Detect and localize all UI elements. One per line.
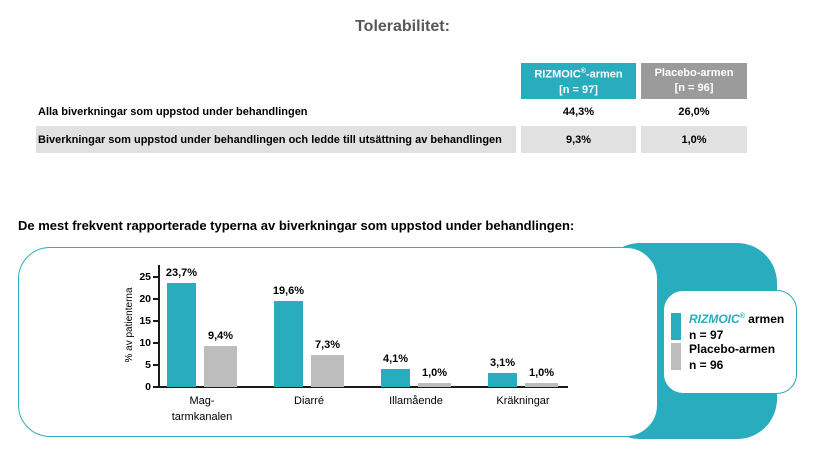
legend-label-rizmoic: RIZMOIC® armen [689, 312, 785, 326]
bar-value-label: 1,0% [421, 366, 448, 379]
y-axis-tick-label: 5 [145, 359, 151, 371]
legend-swatch-placebo [671, 343, 681, 370]
y-axis-tick [153, 342, 158, 344]
bar-rizmoic-2 [381, 368, 410, 387]
registered-trademark-icon: ® [739, 313, 745, 320]
bar-value-label: 1,0% [528, 366, 555, 379]
legend-label-placebo: Placebo-armen [689, 342, 776, 356]
table-header-placebo: Placebo-armen [n = 96] [641, 63, 747, 99]
bar-value-label: 23,7% [165, 266, 198, 279]
bar-value-label: 7,3% [314, 338, 341, 351]
header-rizmoic-n: [n = 97] [559, 83, 598, 96]
table-value-rizmoic-row1: 44,3% [562, 105, 595, 118]
table-row-label-all-adverse-events: Alla biverkningar som uppstod under beha… [38, 105, 308, 118]
legend-swatch-rizmoic [671, 313, 681, 340]
y-axis-tick-label: 25 [139, 271, 151, 283]
bar-rizmoic-1 [274, 300, 303, 387]
y-axis-line [158, 265, 160, 388]
table-row-label-discontinuation-events: Biverkningar som uppstod under behandlin… [36, 126, 516, 153]
y-axis-tick [153, 276, 158, 278]
bar-value-label: 9,4% [207, 329, 234, 342]
page-title: Tolerabilitet: [355, 18, 450, 35]
y-axis-tick [153, 386, 158, 388]
bar-rizmoic-3 [488, 373, 517, 387]
bar-placebo-1 [311, 354, 344, 387]
bar-value-label: 19,6% [272, 284, 305, 297]
header-placebo-line1: Placebo-armen [654, 67, 734, 79]
bar-placebo-0 [204, 345, 237, 387]
bar-placebo-3 [525, 382, 558, 387]
chart-section-heading: De mest frekvent rapporterade typerna av… [18, 218, 575, 233]
bar-rizmoic-0 [167, 282, 196, 387]
x-axis-line [158, 386, 568, 388]
chart-legend-box [663, 290, 797, 394]
y-axis-tick-label: 20 [139, 293, 151, 305]
legend-n-placebo: n = 96 [689, 358, 724, 372]
table-value-placebo-row2: 1,0% [641, 126, 747, 153]
bar-value-label: 3,1% [489, 357, 516, 370]
table-value-placebo-row1: 26,0% [678, 105, 710, 118]
table-value-rizmoic-row2: 9,3% [521, 126, 636, 153]
y-axis-tick-label: 15 [139, 315, 151, 327]
header-rizmoic-line1: RIZMOIC®-armen [534, 68, 623, 81]
x-axis-category-label: Diarré [294, 395, 324, 407]
chart-panel [18, 247, 658, 437]
table-header-rizmoic: RIZMOIC®-armen [n = 97] [521, 63, 636, 99]
y-axis-tick [153, 298, 158, 300]
header-placebo-n: [n = 96] [674, 82, 714, 94]
y-axis-tick-label: 10 [139, 337, 151, 349]
x-axis-category-label: Kräkningar [496, 395, 550, 407]
bar-value-label: 4,1% [382, 352, 409, 365]
x-axis-category-label: Illamående [389, 395, 443, 407]
x-axis-category-label: Mag- tarmkanalen [171, 395, 233, 423]
registered-trademark-icon: ® [580, 68, 586, 76]
y-axis-tick-label: 0 [145, 381, 151, 393]
y-axis-tick [153, 364, 158, 366]
legend-n-rizmoic: n = 97 [689, 328, 724, 342]
bar-placebo-2 [418, 382, 451, 387]
y-axis-tick [153, 320, 158, 322]
